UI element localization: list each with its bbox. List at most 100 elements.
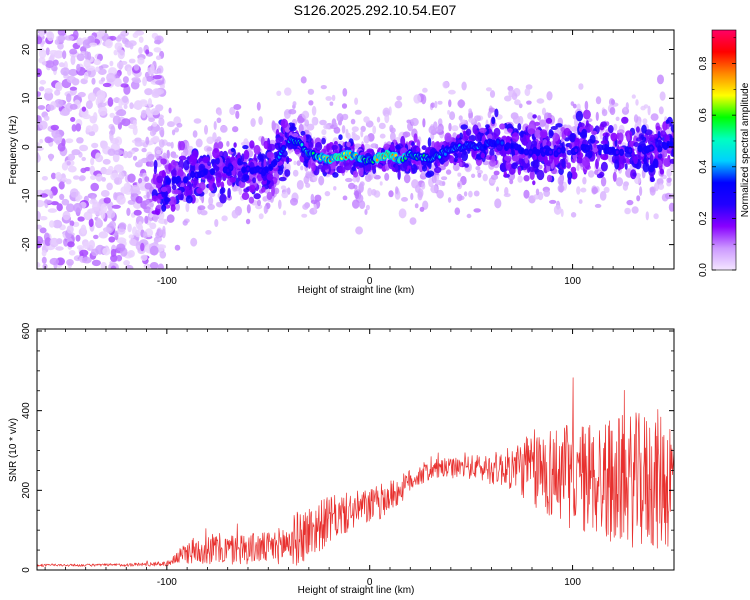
band-blob — [151, 195, 158, 202]
band-blob — [183, 190, 192, 197]
haze-blob — [471, 173, 476, 178]
ridge-core — [561, 148, 565, 152]
haze-blob — [174, 244, 181, 251]
haze-blob — [284, 87, 292, 96]
haze-blob — [300, 76, 307, 84]
noise-blob — [65, 138, 74, 144]
band-blob — [178, 155, 187, 161]
colorbar-tick-label: 0.2 — [698, 211, 709, 225]
haze-blob — [659, 91, 666, 101]
noise-blob — [106, 182, 113, 191]
colorbar-ticks: 0.0 0.2 0.4 0.6 0.8 — [698, 37, 736, 277]
band-blob — [161, 189, 169, 198]
noise-blob — [126, 207, 131, 216]
band-blob — [156, 197, 161, 204]
haze-blob — [614, 168, 618, 173]
noise-blob — [107, 201, 114, 211]
band-blob — [600, 140, 608, 145]
band-blob — [511, 162, 518, 170]
haze-blob — [300, 165, 304, 171]
noise-blob — [133, 209, 142, 216]
haze-blob — [580, 187, 587, 193]
haze-blob — [517, 175, 523, 183]
noise-blob — [90, 157, 95, 166]
band-blob — [294, 148, 301, 155]
haze-blob — [615, 177, 624, 187]
spectrogram-x-tick-label: 100 — [564, 276, 581, 287]
band-blob — [635, 137, 643, 142]
haze-blob — [376, 116, 381, 123]
band-blob — [511, 132, 520, 143]
spectrogram-y-tick-label: -10 — [21, 188, 32, 203]
haze-blob — [258, 213, 264, 220]
band-blob — [304, 134, 312, 144]
noise-blob — [76, 53, 85, 62]
band-blob — [536, 169, 545, 181]
band-blob — [289, 126, 297, 132]
noise-blob — [113, 49, 118, 56]
haze-blob — [533, 194, 541, 200]
noise-blob — [133, 64, 140, 71]
haze-blob — [460, 119, 467, 124]
haze-blob — [473, 115, 482, 122]
noise-blob — [154, 39, 162, 45]
noise-blob — [39, 216, 48, 221]
band-blob — [635, 126, 640, 133]
band-blob — [170, 159, 177, 169]
noise-blob — [96, 217, 102, 225]
band-blob — [189, 155, 197, 166]
haze-blob — [379, 133, 386, 139]
band-blob — [321, 137, 326, 145]
haze-blob — [430, 185, 438, 194]
band-blob — [567, 176, 572, 185]
band-blob — [523, 175, 530, 182]
noise-blob — [91, 259, 101, 267]
band-blob — [389, 144, 396, 151]
band-blob — [427, 137, 432, 148]
noise-blob — [102, 158, 111, 165]
noise-blob — [77, 91, 86, 98]
haze-blob — [166, 214, 175, 223]
band-blob — [168, 196, 177, 207]
haze-blob — [320, 85, 327, 90]
noise-blob — [91, 142, 99, 149]
band-blob — [523, 141, 528, 147]
band-blob — [315, 141, 323, 152]
noise-blob — [76, 37, 83, 46]
noise-blob — [122, 76, 129, 84]
noise-blob — [150, 63, 155, 74]
haze-blob — [161, 228, 166, 239]
noise-blob — [62, 210, 71, 221]
ridge-core — [574, 148, 578, 153]
noise-blob — [59, 109, 70, 116]
band-blob — [462, 130, 466, 137]
band-blob — [504, 155, 512, 162]
haze-blob — [535, 188, 540, 196]
band-blob — [171, 169, 177, 179]
band-blob — [600, 121, 607, 128]
band-blob — [275, 137, 282, 144]
noise-blob — [54, 39, 60, 45]
haze-blob — [389, 127, 396, 134]
haze-blob — [329, 101, 334, 106]
haze-blob — [258, 116, 263, 126]
noise-blob — [94, 31, 105, 37]
band-blob — [614, 159, 620, 170]
band-blob — [569, 133, 576, 143]
haze-blob — [296, 160, 301, 167]
noise-blob — [95, 152, 102, 162]
haze-blob — [634, 176, 641, 185]
ridge-core — [265, 167, 268, 172]
band-blob — [633, 142, 640, 147]
band-blob — [248, 196, 255, 204]
haze-blob — [447, 110, 451, 115]
band-blob — [216, 177, 221, 188]
haze-blob — [477, 172, 482, 178]
haze-blob — [457, 182, 461, 188]
noise-blob — [92, 201, 100, 212]
haze-blob — [208, 196, 214, 206]
noise-blob — [58, 181, 65, 190]
band-blob — [561, 158, 566, 169]
haze-blob — [182, 220, 188, 226]
